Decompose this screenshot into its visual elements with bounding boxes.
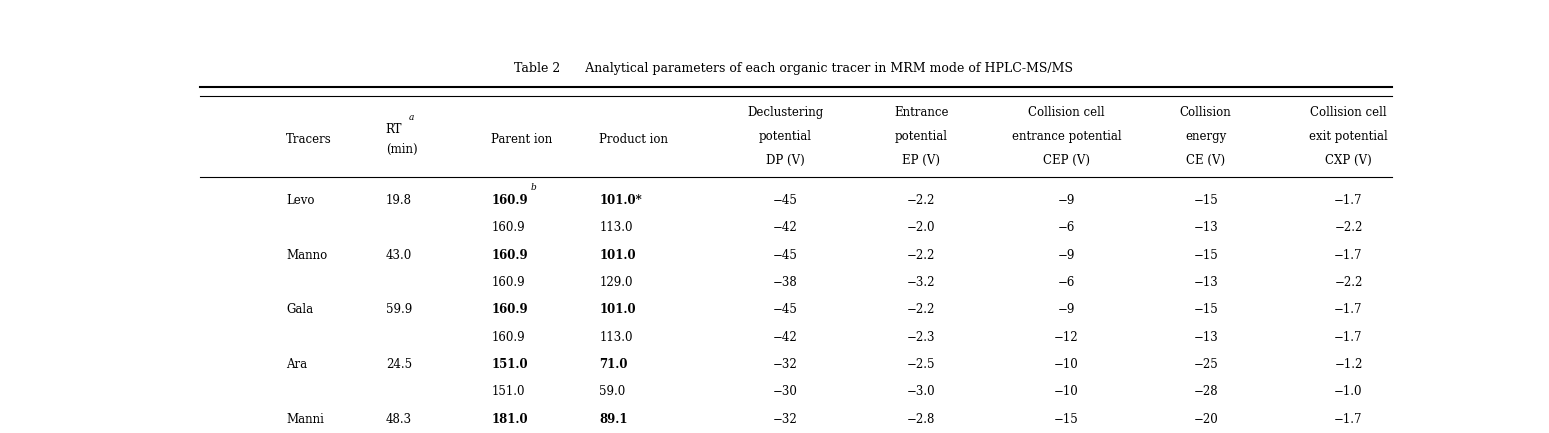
Text: −15: −15 [1193,194,1218,207]
Text: Manni: Manni [287,413,324,426]
Text: −1.2: −1.2 [1334,358,1363,371]
Text: 89.1: 89.1 [599,413,627,426]
Text: −32: −32 [773,413,798,426]
Text: Levo: Levo [287,194,314,207]
Text: −42: −42 [773,330,798,343]
Text: 101.0: 101.0 [599,249,637,262]
Text: DP (V): DP (V) [767,154,805,167]
Text: CXP (V): CXP (V) [1324,154,1372,167]
Text: 113.0: 113.0 [599,221,634,234]
Text: −2.2: −2.2 [906,194,936,207]
Text: −25: −25 [1193,358,1218,371]
Text: Collision cell: Collision cell [1310,106,1386,119]
Text: −42: −42 [773,221,798,234]
Text: −15: −15 [1193,249,1218,262]
Text: Collision cell: Collision cell [1029,106,1104,119]
Text: −6: −6 [1058,221,1075,234]
Text: 160.9: 160.9 [491,249,528,262]
Text: Collision: Collision [1180,106,1231,119]
Text: −2.2: −2.2 [906,303,936,316]
Text: −45: −45 [773,303,798,316]
Text: −2.3: −2.3 [906,330,936,343]
Text: −2.8: −2.8 [906,413,936,426]
Text: −45: −45 [773,249,798,262]
Text: potential: potential [759,130,812,143]
Text: 181.0: 181.0 [491,413,528,426]
Text: Entrance: Entrance [894,106,948,119]
Text: −28: −28 [1193,385,1218,398]
Text: CE (V): CE (V) [1187,154,1225,167]
Text: −1.7: −1.7 [1334,194,1363,207]
Text: 43.0: 43.0 [386,249,412,262]
Text: Parent ion: Parent ion [491,133,553,146]
Text: 113.0: 113.0 [599,330,634,343]
Text: −10: −10 [1053,358,1078,371]
Text: a: a [409,113,414,122]
Text: (min): (min) [386,143,417,156]
Text: −2.5: −2.5 [906,358,936,371]
Text: −15: −15 [1193,303,1218,316]
Text: potential: potential [895,130,948,143]
Text: 160.9: 160.9 [491,194,528,207]
Text: b: b [531,183,536,192]
Text: −30: −30 [773,385,798,398]
Text: energy: energy [1185,130,1227,143]
Text: −12: −12 [1053,330,1078,343]
Text: 59.9: 59.9 [386,303,412,316]
Text: −2.2: −2.2 [1334,276,1363,289]
Text: 101.0: 101.0 [599,303,637,316]
Text: 101.0*: 101.0* [599,194,643,207]
Text: −1.7: −1.7 [1334,303,1363,316]
Text: Tracers: Tracers [287,133,331,146]
Text: −3.2: −3.2 [906,276,936,289]
Text: 129.0: 129.0 [599,276,634,289]
Text: entrance potential: entrance potential [1011,130,1121,143]
Text: −1.7: −1.7 [1334,330,1363,343]
Text: Product ion: Product ion [599,133,668,146]
Text: Manno: Manno [287,249,327,262]
Text: exit potential: exit potential [1309,130,1388,143]
Text: −3.0: −3.0 [906,385,936,398]
Text: −1.7: −1.7 [1334,413,1363,426]
Text: 24.5: 24.5 [386,358,412,371]
Text: −15: −15 [1053,413,1078,426]
Text: CEP (V): CEP (V) [1042,154,1090,167]
Text: −20: −20 [1193,413,1218,426]
Text: Declustering: Declustering [747,106,824,119]
Text: −10: −10 [1053,385,1078,398]
Text: −1.7: −1.7 [1334,249,1363,262]
Text: RT: RT [386,123,403,136]
Text: Table 2  Analytical parameters of each organic tracer in MRM mode of HPLC-MS/MS: Table 2 Analytical parameters of each or… [514,62,1073,75]
Text: −1.0: −1.0 [1334,385,1363,398]
Text: −2.2: −2.2 [906,249,936,262]
Text: 48.3: 48.3 [386,413,412,426]
Text: Gala: Gala [287,303,313,316]
Text: −6: −6 [1058,276,1075,289]
Text: 59.0: 59.0 [599,385,626,398]
Text: Ara: Ara [287,358,307,371]
Text: −9: −9 [1058,194,1075,207]
Text: −13: −13 [1193,276,1218,289]
Text: −13: −13 [1193,221,1218,234]
Text: EP (V): EP (V) [902,154,940,167]
Text: −32: −32 [773,358,798,371]
Text: 160.9: 160.9 [491,276,525,289]
Text: −13: −13 [1193,330,1218,343]
Text: 160.9: 160.9 [491,303,528,316]
Text: 151.0: 151.0 [491,385,525,398]
Text: −9: −9 [1058,249,1075,262]
Text: −38: −38 [773,276,798,289]
Text: −2.2: −2.2 [1334,221,1363,234]
Text: 71.0: 71.0 [599,358,627,371]
Text: −9: −9 [1058,303,1075,316]
Text: 151.0: 151.0 [491,358,528,371]
Text: 19.8: 19.8 [386,194,412,207]
Text: 160.9: 160.9 [491,221,525,234]
Text: −45: −45 [773,194,798,207]
Text: −2.0: −2.0 [906,221,936,234]
Text: 160.9: 160.9 [491,330,525,343]
